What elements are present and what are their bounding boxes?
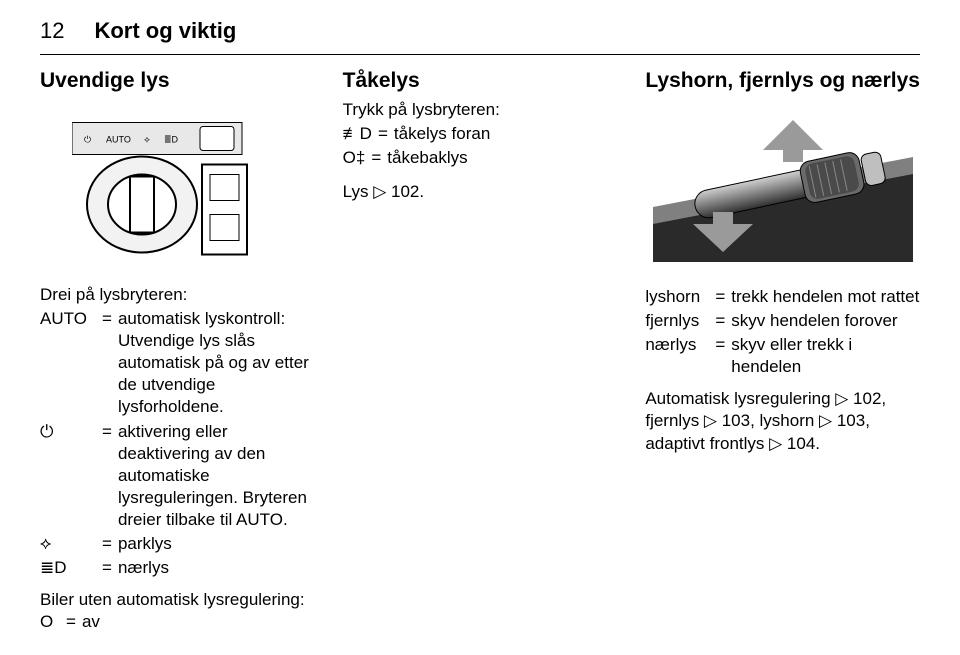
svg-text:⟡: ⟡ xyxy=(144,134,150,144)
svg-text:≣D: ≣D xyxy=(164,134,179,144)
def-row-park: ⟡ = parklys xyxy=(40,533,315,555)
equals-sign: = xyxy=(715,310,731,332)
col2-defs: ≢D = tåkelys foran O‡ = tåkebaklys xyxy=(343,123,618,171)
def-val: skyv hendelen forover xyxy=(731,310,920,332)
def-val: aktivering eller deaktivering av den aut… xyxy=(118,421,315,531)
stalk-svg xyxy=(653,112,913,262)
def-row-frontfog: ≢D = tåkelys foran xyxy=(343,123,618,145)
col1-defs: AUTO = automatisk lyskontroll: Utvendige… xyxy=(40,308,315,581)
section-title: Kort og viktig xyxy=(94,18,236,44)
col3-para: Automatisk lysregulering ▷ 102, fjernlys… xyxy=(645,388,920,454)
dial-svg: ⏻ AUTO ⟡ ≣D xyxy=(72,114,282,259)
def-val: parklys xyxy=(118,533,315,555)
col2-heading: Tåkelys xyxy=(343,69,618,93)
def-val: skyv eller trekk i hendelen xyxy=(731,334,920,378)
col-exterior-lights: Uvendige lys ⏻ AUTO ⟡ ≣D Drei på xyxy=(40,69,315,635)
header: 12 Kort og viktig xyxy=(40,18,920,55)
col3-heading: Lyshorn, fjernlys og nærlys xyxy=(645,69,920,93)
def-row-rearfog: O‡ = tåkebaklys xyxy=(343,147,618,169)
def-row-power: ⏻ = aktivering eller deaktivering av den… xyxy=(40,421,315,531)
def-row-lowbeam: ≣D = nærlys xyxy=(40,557,315,579)
def-row-naerlys: nærlys = skyv eller trekk i hendelen xyxy=(645,334,920,378)
page: 12 Kort og viktig Uvendige lys ⏻ AUTO ⟡ … xyxy=(0,0,960,655)
def-key: lyshorn xyxy=(645,286,715,308)
equals-sign: = xyxy=(102,557,118,579)
equals-sign: = xyxy=(102,421,118,443)
col1-intro: Drei på lysbryteren: xyxy=(40,284,315,306)
page-number: 12 xyxy=(40,18,64,44)
stalk-illustration xyxy=(645,99,920,274)
col2-line: Trykk på lysbryteren: xyxy=(343,99,618,121)
def-key: fjernlys xyxy=(645,310,715,332)
frontfog-icon: ≢D xyxy=(343,123,378,145)
def-val: trekk hendelen mot rattet xyxy=(731,286,920,308)
def-key: AUTO xyxy=(40,308,102,330)
def-row-auto: AUTO = automatisk lyskontroll: Utvendige… xyxy=(40,308,315,418)
lowbeam-icon: ≣D xyxy=(40,557,102,579)
def-row-lyshorn: lyshorn = trekk hendelen mot rattet xyxy=(645,286,920,308)
equals-sign: = xyxy=(66,611,82,633)
col3-defs: lyshorn = trekk hendelen mot rattet fjer… xyxy=(645,286,920,380)
off-icon: O xyxy=(40,611,66,633)
col2-ref: Lys ▷ 102. xyxy=(343,181,618,203)
col-foglights: Tåkelys Trykk på lysbryteren: ≢D = tåkel… xyxy=(343,69,618,635)
equals-sign: = xyxy=(378,123,394,145)
def-key: nærlys xyxy=(645,334,715,356)
col1-footer-line: Biler uten automatisk lysregulering: xyxy=(40,589,315,611)
equals-sign: = xyxy=(102,308,118,330)
def-row-fjernlys: fjernlys = skyv hendelen forover xyxy=(645,310,920,332)
power-icon: ⏻ xyxy=(40,421,102,443)
def-val: automatisk lyskontroll: Utvendige lys sl… xyxy=(118,308,315,418)
equals-sign: = xyxy=(715,334,731,356)
rearfog-icon: O‡ xyxy=(343,147,372,169)
dial-illustration: ⏻ AUTO ⟡ ≣D xyxy=(40,99,315,274)
parklight-icon: ⟡ xyxy=(40,533,102,555)
def-val: av xyxy=(82,611,315,633)
equals-sign: = xyxy=(102,533,118,555)
equals-sign: = xyxy=(715,286,731,308)
def-val: nærlys xyxy=(118,557,315,579)
svg-text:AUTO: AUTO xyxy=(106,134,131,144)
equals-sign: = xyxy=(371,147,387,169)
col-horn-beams: Lyshorn, fjernlys og nærlys xyxy=(645,69,920,635)
def-row-off: O = av xyxy=(40,611,315,633)
col1-heading: Uvendige lys xyxy=(40,69,315,93)
def-val: tåkebaklys xyxy=(387,147,617,169)
svg-text:⏻: ⏻ xyxy=(84,134,91,144)
columns: Uvendige lys ⏻ AUTO ⟡ ≣D Drei på xyxy=(40,69,920,635)
def-val: tåkelys foran xyxy=(394,123,617,145)
